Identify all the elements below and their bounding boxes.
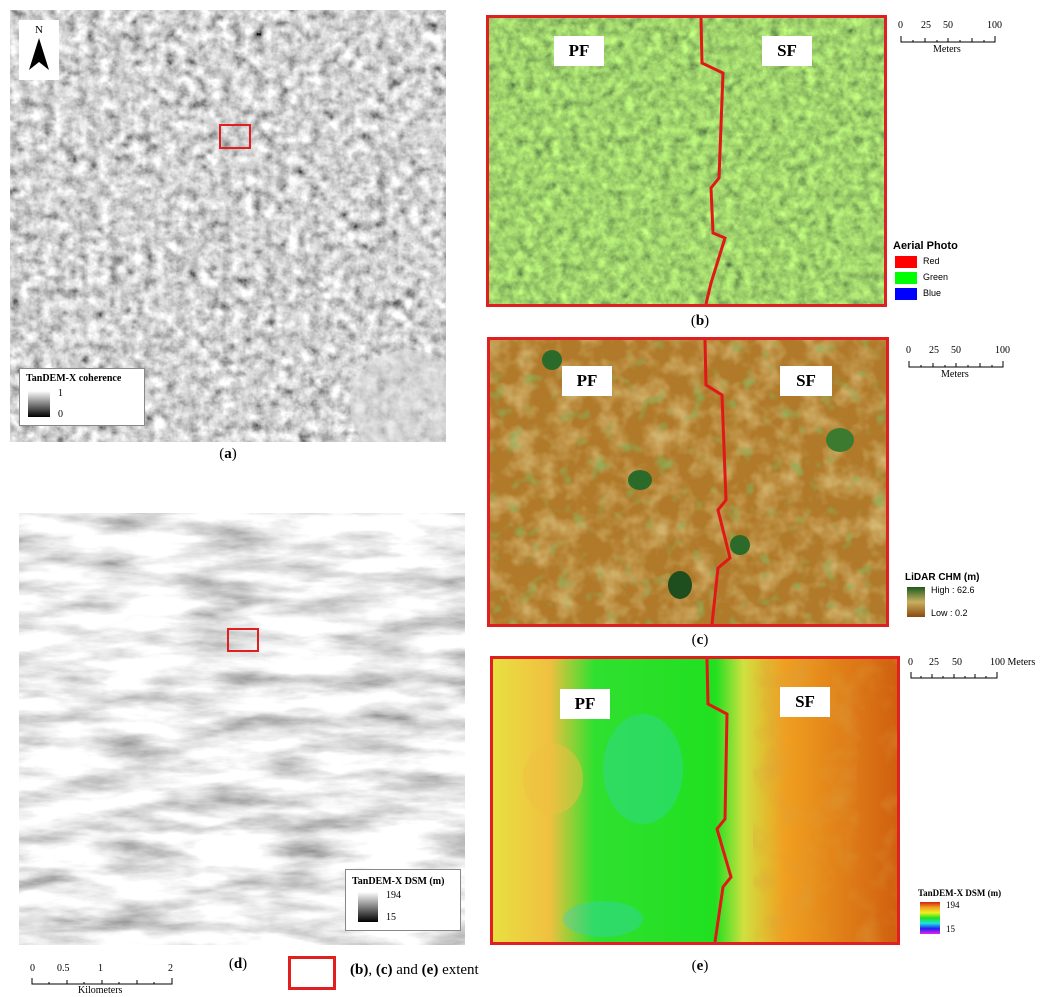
legend-c-title: LiDAR CHM (m): [905, 572, 980, 583]
label-pf-b: PF: [554, 36, 604, 66]
label-pf-c: PF: [562, 366, 612, 396]
legend-b-title: Aerial Photo: [893, 240, 958, 252]
boundary-line-e: [705, 659, 733, 942]
legend-a: TanDEM-X coherence 1 0: [19, 368, 145, 426]
boundary-line-c: [703, 340, 732, 624]
swatch-red: [895, 256, 917, 268]
caption-d: (d): [228, 956, 248, 972]
legend-c: LiDAR CHM (m) High : 62.6 Low : 0.2: [905, 572, 1025, 622]
caption-a: (a): [219, 446, 237, 462]
aerial-raster: [489, 18, 884, 304]
legend-d-min: 15: [386, 912, 396, 923]
caption-b: (b): [690, 313, 710, 329]
boundary-line-b: [699, 18, 727, 304]
north-arrow-icon: [29, 38, 49, 70]
legend-d: TanDEM-X DSM (m) 194 15: [345, 869, 461, 931]
extent-legend-text: (b), (c) and (e) extent: [350, 962, 479, 978]
map-e-dsm: PF SF: [490, 656, 900, 945]
legend-a-ramp: [28, 391, 50, 417]
legend-a-max: 1: [58, 388, 63, 399]
swatch-green: [895, 272, 917, 284]
legend-a-min: 0: [58, 409, 63, 420]
label-pf-e: PF: [560, 689, 610, 719]
scale-bar-e: 0 25 50 100 Meters: [905, 657, 1045, 687]
scale-bar-d: 0 0.5 1 2 Kilometers: [30, 963, 173, 996]
legend-e-ramp: [920, 902, 940, 934]
legend-d-max: 194: [386, 890, 401, 901]
caption-c: (c): [691, 632, 709, 648]
extent-box-d: [227, 628, 259, 652]
caption-e: (e): [691, 958, 709, 974]
north-label: N: [35, 24, 43, 36]
dsm-color-raster: [493, 659, 897, 942]
label-sf-c: SF: [780, 366, 832, 396]
legend-b: Aerial Photo Red Green Blue: [893, 240, 1013, 305]
scale-bar-b: 0 25 50 100 Meters: [898, 20, 1002, 55]
legend-e-title: TanDEM-X DSM (m): [918, 888, 1002, 898]
extent-box-a: [219, 124, 251, 149]
legend-d-ramp: [358, 892, 378, 922]
map-b-aerial: PF SF: [486, 15, 887, 307]
legend-e: TanDEM-X DSM (m) 194 15: [918, 888, 1028, 938]
legend-a-title: TanDEM-X coherence: [26, 373, 122, 384]
map-d-dsm: TanDEM-X DSM (m) 194 15: [19, 513, 465, 945]
north-arrow: N: [19, 20, 59, 80]
scale-bar-c: 0 25 50 100 Meters: [906, 345, 1010, 380]
legend-c-ramp: [907, 587, 925, 617]
label-sf-b: SF: [762, 36, 812, 66]
legend-d-title: TanDEM-X DSM (m): [352, 876, 445, 887]
swatch-blue: [895, 288, 917, 300]
extent-legend-swatch: [288, 956, 336, 990]
map-a-coherence: N TanDEM-X coherence 1 0: [10, 10, 446, 442]
label-sf-e: SF: [780, 687, 830, 717]
map-c-lidar: PF SF: [487, 337, 889, 627]
